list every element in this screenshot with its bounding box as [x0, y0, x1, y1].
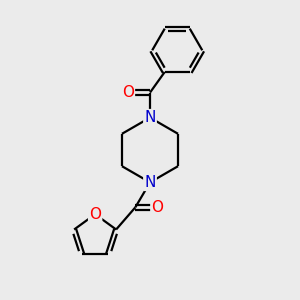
Text: O: O	[122, 85, 134, 100]
Text: N: N	[144, 175, 156, 190]
Text: O: O	[152, 200, 164, 215]
Text: O: O	[89, 207, 101, 222]
Text: N: N	[144, 110, 156, 125]
